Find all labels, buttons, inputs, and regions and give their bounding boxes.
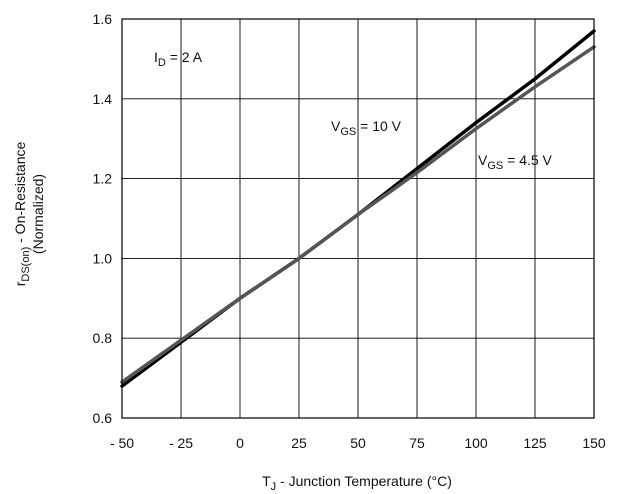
x-tick-label: 125 <box>523 435 547 451</box>
y-tick-label: 1.4 <box>93 91 113 107</box>
x-tick-label: 150 <box>582 435 606 451</box>
x-tick-label: - 25 <box>169 435 193 451</box>
y-axis-label: rDS(on) - On-Resistance (Normalized) <box>12 142 46 287</box>
x-axis-label: TJ - Junction Temperature (°C) <box>262 473 452 493</box>
y-tick-labels: 0.6 0.8 1.0 1.2 1.4 1.6 <box>93 11 113 426</box>
x-tick-label: 100 <box>464 435 488 451</box>
annotation-vgs45: VGS = 4.5 V <box>478 152 553 172</box>
x-tick-label: - 50 <box>110 435 134 451</box>
y-tick-label: 1.0 <box>93 250 113 266</box>
y-axis-label-line1: rDS(on) - On-Resistance <box>12 142 32 287</box>
x-tick-label: 25 <box>291 435 307 451</box>
annotation-vgs10: VGS = 10 V <box>331 118 402 138</box>
y-tick-label: 0.8 <box>93 330 113 346</box>
x-tick-label: 75 <box>409 435 425 451</box>
y-tick-label: 1.2 <box>93 171 113 187</box>
x-tick-label: 0 <box>236 435 244 451</box>
annotation-id: ID = 2 A <box>154 49 203 69</box>
x-tick-labels: - 50 - 25 0 25 50 75 100 125 150 <box>110 435 606 451</box>
grid <box>121 18 595 419</box>
series-lines <box>120 29 596 388</box>
y-tick-label: 0.6 <box>93 410 113 426</box>
plot-frame <box>121 18 595 419</box>
y-axis-label-line2: (Normalized) <box>30 174 46 254</box>
x-tick-label: 50 <box>350 435 366 451</box>
series-line-vgs45 <box>120 45 596 384</box>
y-tick-label: 1.6 <box>93 11 113 27</box>
